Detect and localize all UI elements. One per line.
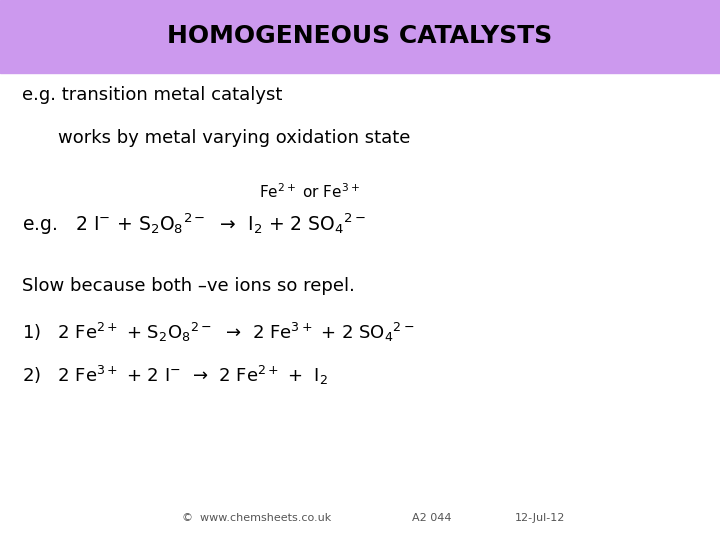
Text: A2 044: A2 044	[413, 514, 451, 523]
Text: 12-Jul-12: 12-Jul-12	[515, 514, 565, 523]
Text: Slow because both –ve ions so repel.: Slow because both –ve ions so repel.	[22, 277, 354, 295]
Text: 1)   2 Fe$^{2+}$ + S$_{2}$O$_{8}$$^{2-}$  →  2 Fe$^{3+}$ + 2 SO$_{4}$$^{2-}$: 1) 2 Fe$^{2+}$ + S$_{2}$O$_{8}$$^{2-}$ →…	[22, 321, 414, 343]
Text: ©  www.chemsheets.co.uk: © www.chemsheets.co.uk	[182, 514, 331, 523]
Text: Fe$^{2+}$ or Fe$^{3+}$: Fe$^{2+}$ or Fe$^{3+}$	[259, 183, 360, 201]
Bar	[0, 0, 720, 73]
Text: e.g.   2 I$^{-}$ + S$_{2}$O$_{8}$$^{2-}$  →  I$_{2}$ + 2 SO$_{4}$$^{2-}$: e.g. 2 I$^{-}$ + S$_{2}$O$_{8}$$^{2-}$ →…	[22, 211, 366, 237]
Text: 2)   2 Fe$^{3+}$ + 2 I$^{-}$  →  2 Fe$^{2+}$ +  I$_{2}$: 2) 2 Fe$^{3+}$ + 2 I$^{-}$ → 2 Fe$^{2+}$…	[22, 364, 328, 387]
Text: works by metal varying oxidation state: works by metal varying oxidation state	[58, 129, 410, 147]
Text: e.g. transition metal catalyst: e.g. transition metal catalyst	[22, 85, 282, 104]
Text: HOMOGENEOUS CATALYSTS: HOMOGENEOUS CATALYSTS	[167, 24, 553, 49]
